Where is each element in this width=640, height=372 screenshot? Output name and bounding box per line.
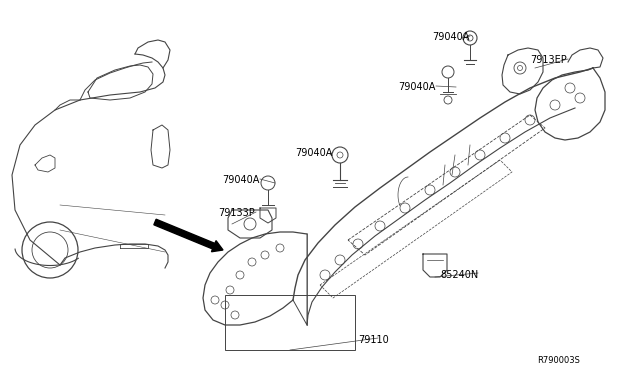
FancyArrow shape (154, 219, 223, 252)
Text: 79040A: 79040A (398, 82, 435, 92)
Text: 85240N: 85240N (440, 270, 478, 280)
Text: 79040A: 79040A (295, 148, 332, 158)
Text: 79040A: 79040A (222, 175, 259, 185)
Text: 7913EP: 7913EP (530, 55, 567, 65)
Bar (225, 295, 355, 350)
Text: 79040A: 79040A (432, 32, 469, 42)
Text: 79133P: 79133P (218, 208, 255, 218)
Text: 79110: 79110 (358, 335, 388, 345)
Text: R790003S: R790003S (537, 356, 580, 365)
